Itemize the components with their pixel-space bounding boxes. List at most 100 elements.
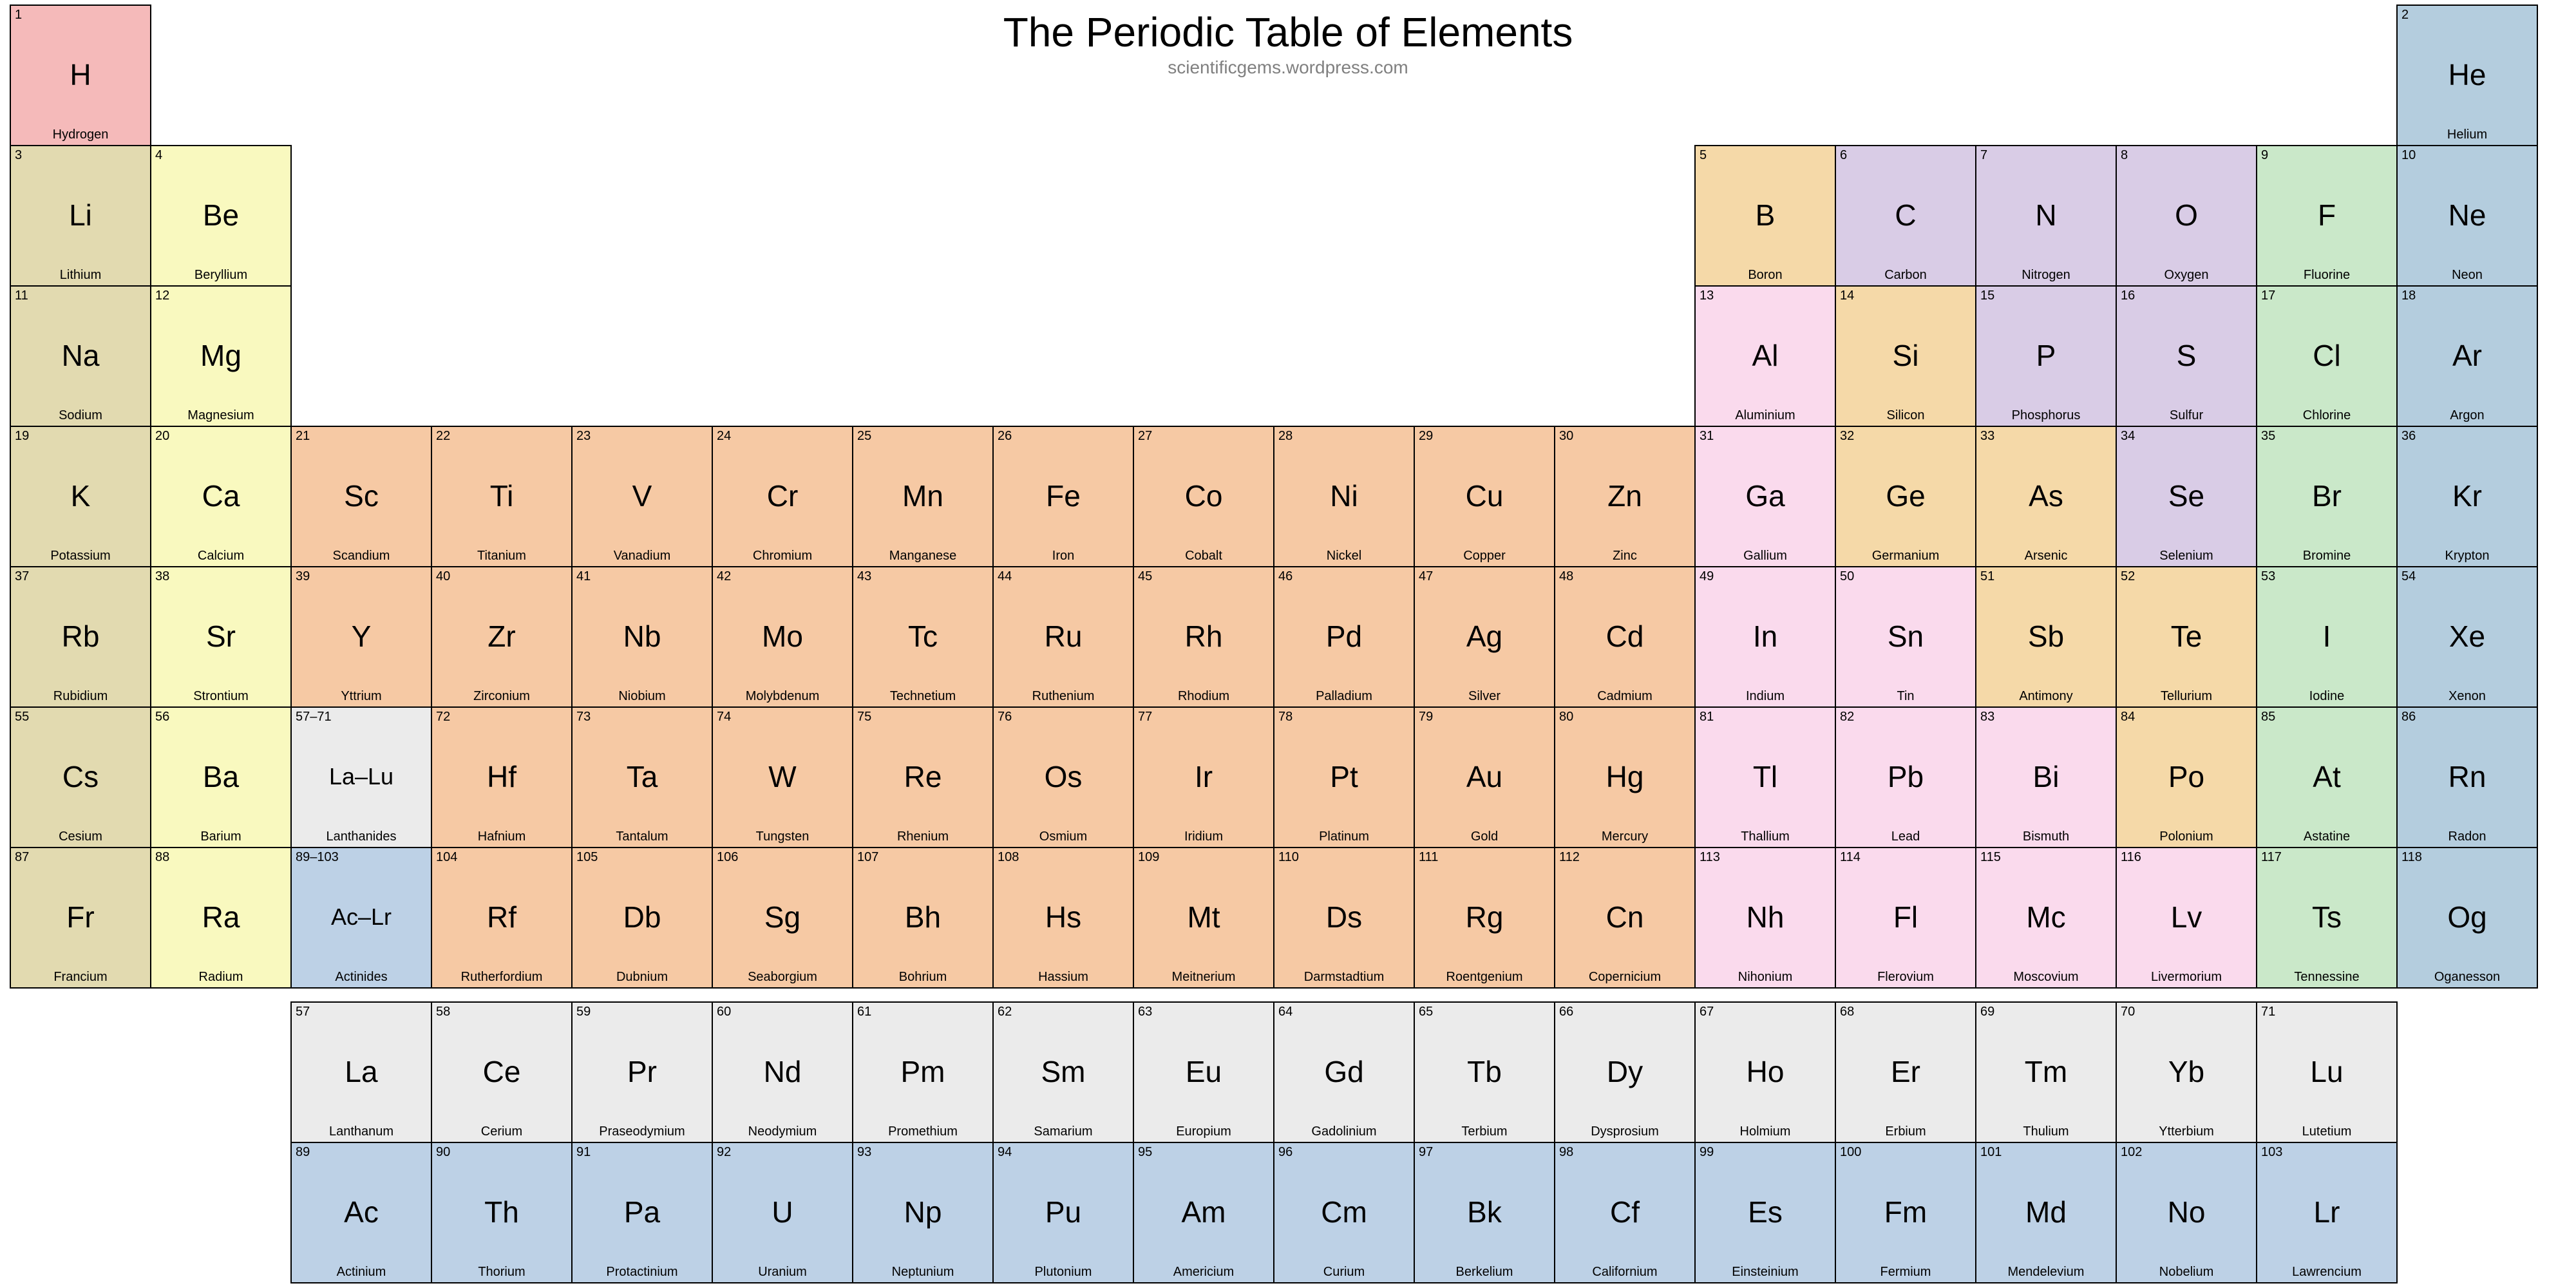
element-cell: 100FmFermium <box>1835 1142 1976 1283</box>
element-name: Iridium <box>1138 830 1269 846</box>
element-number: 24 <box>717 430 848 442</box>
element-name: Silicon <box>1840 409 1971 424</box>
element-cell: 46PdPalladium <box>1273 566 1415 708</box>
element-number: 27 <box>1138 430 1269 442</box>
element-symbol: Ni <box>1278 442 1410 549</box>
element-symbol: Pd <box>1278 583 1410 690</box>
element-name: Samarium <box>998 1125 1129 1141</box>
element-symbol: Pt <box>1278 723 1410 830</box>
element-symbol: Ne <box>2401 162 2533 269</box>
element-name: Astatine <box>2261 830 2392 846</box>
element-cell: 69TmThulium <box>1975 1001 2117 1143</box>
element-name: Chlorine <box>2261 409 2392 424</box>
element-number: 69 <box>1980 1005 2112 1018</box>
element-number: 100 <box>1840 1146 1971 1159</box>
element-symbol: Rf <box>436 864 567 971</box>
element-cell: 51SbAntimony <box>1975 566 2117 708</box>
element-symbol: Ts <box>2261 864 2392 971</box>
element-symbol: S <box>2121 302 2252 409</box>
element-number: 95 <box>1138 1146 1269 1159</box>
element-name: Actinides <box>296 971 427 986</box>
element-symbol: Rb <box>15 583 146 690</box>
element-name: Platinum <box>1278 830 1410 846</box>
element-name: Potassium <box>15 549 146 565</box>
element-symbol: Co <box>1138 442 1269 549</box>
element-number: 40 <box>436 570 567 583</box>
element-number: 11 <box>15 289 146 302</box>
element-cell: 17ClChlorine <box>2256 285 2398 427</box>
element-name: Holmium <box>1700 1125 1831 1141</box>
element-cell: 57–71La–LuLanthanides <box>290 706 432 848</box>
element-number: 65 <box>1419 1005 1550 1018</box>
element-name: Calcium <box>155 549 287 565</box>
element-symbol: Ir <box>1138 723 1269 830</box>
element-symbol: Rn <box>2401 723 2533 830</box>
element-name: Neptunium <box>857 1265 989 1281</box>
element-name: Lanthanides <box>296 830 427 846</box>
element-cell: 78PtPlatinum <box>1273 706 1415 848</box>
element-number: 15 <box>1980 289 2112 302</box>
element-name: Neodymium <box>717 1125 848 1141</box>
element-name: Lutetium <box>2261 1125 2392 1141</box>
element-cell: 48CdCadmium <box>1554 566 1696 708</box>
element-name: Hassium <box>998 971 1129 986</box>
element-cell: 60NdNeodymium <box>712 1001 853 1143</box>
element-cell: 114FlFlerovium <box>1835 847 1976 989</box>
element-cell: 11NaSodium <box>10 285 151 427</box>
element-symbol: Si <box>1840 302 1971 409</box>
element-cell: 61PmPromethium <box>852 1001 994 1143</box>
element-number: 57–71 <box>296 710 427 723</box>
element-cell: 87FrFrancium <box>10 847 151 989</box>
element-number: 66 <box>1559 1005 1690 1018</box>
element-number: 110 <box>1278 851 1410 864</box>
element-symbol: Pm <box>857 1018 989 1125</box>
element-cell: 41NbNiobium <box>571 566 713 708</box>
element-symbol: Pr <box>576 1018 708 1125</box>
element-number: 25 <box>857 430 989 442</box>
element-name: Zirconium <box>436 690 567 705</box>
element-symbol: Kr <box>2401 442 2533 549</box>
element-cell: 70YbYtterbium <box>2116 1001 2257 1143</box>
element-number: 60 <box>717 1005 848 1018</box>
element-number: 84 <box>2121 710 2252 723</box>
element-name: Moscovium <box>1980 971 2112 986</box>
element-number: 77 <box>1138 710 1269 723</box>
element-name: Europium <box>1138 1125 1269 1141</box>
element-number: 18 <box>2401 289 2533 302</box>
element-name: Ytterbium <box>2121 1125 2252 1141</box>
element-cell: 43TcTechnetium <box>852 566 994 708</box>
element-symbol: La <box>296 1018 427 1125</box>
element-number: 38 <box>155 570 287 583</box>
element-cell: 59PrPraseodymium <box>571 1001 713 1143</box>
element-symbol: Li <box>15 162 146 269</box>
element-number: 2 <box>2401 8 2533 21</box>
element-name: Aluminium <box>1700 409 1831 424</box>
element-name: Scandium <box>296 549 427 565</box>
element-number: 23 <box>576 430 708 442</box>
element-number: 79 <box>1419 710 1550 723</box>
element-number: 67 <box>1700 1005 1831 1018</box>
element-cell: 102NoNobelium <box>2116 1142 2257 1283</box>
element-number: 28 <box>1278 430 1410 442</box>
element-number: 42 <box>717 570 848 583</box>
element-symbol: Zn <box>1559 442 1690 549</box>
element-symbol: Cs <box>15 723 146 830</box>
element-name: Nitrogen <box>1980 269 2112 284</box>
element-cell: 10NeNeon <box>2396 145 2538 287</box>
element-cell: 89–103Ac–LrActinides <box>290 847 432 989</box>
element-name: Flerovium <box>1840 971 1971 986</box>
element-name: Iron <box>998 549 1129 565</box>
element-symbol: K <box>15 442 146 549</box>
element-symbol: Ho <box>1700 1018 1831 1125</box>
element-cell: 94PuPlutonium <box>992 1142 1134 1283</box>
element-cell: 113NhNihonium <box>1694 847 1836 989</box>
element-number: 6 <box>1840 149 1971 162</box>
element-number: 7 <box>1980 149 2112 162</box>
element-name: Indium <box>1700 690 1831 705</box>
element-number: 21 <box>296 430 427 442</box>
element-number: 118 <box>2401 851 2533 864</box>
element-cell: 92UUranium <box>712 1142 853 1283</box>
element-number: 55 <box>15 710 146 723</box>
element-symbol: Sn <box>1840 583 1971 690</box>
element-number: 57 <box>296 1005 427 1018</box>
